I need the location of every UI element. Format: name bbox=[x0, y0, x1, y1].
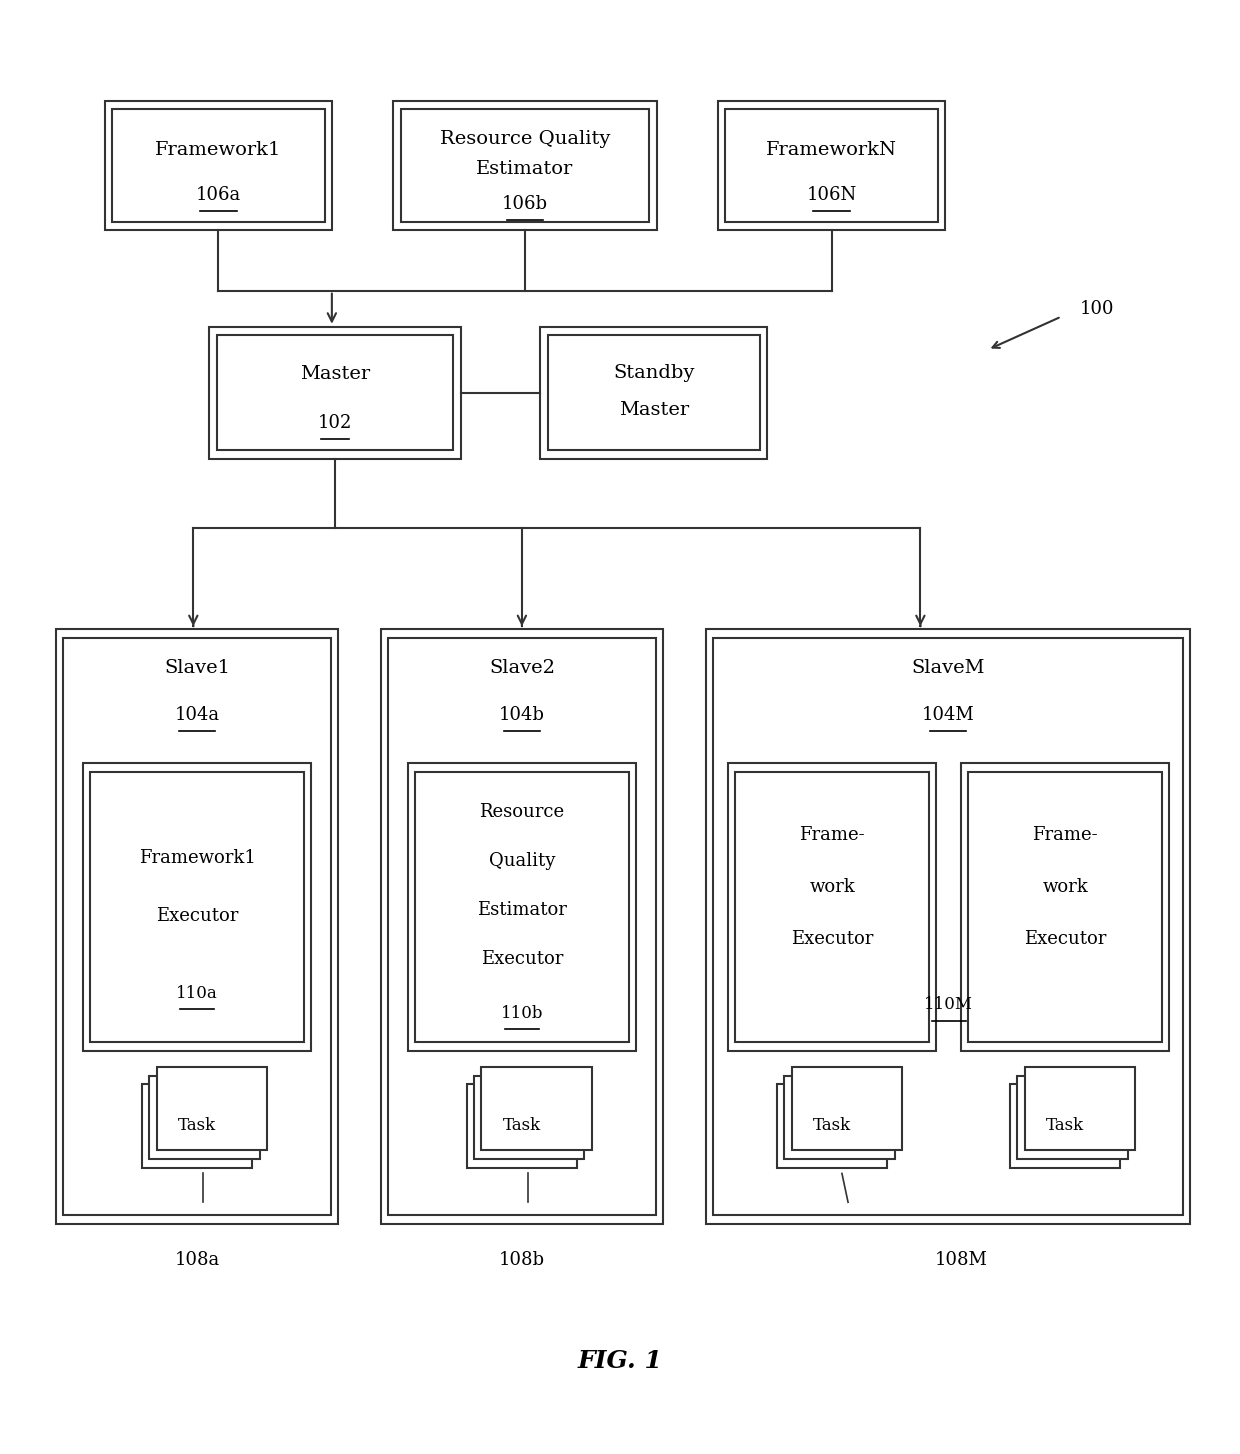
Text: SlaveM: SlaveM bbox=[911, 659, 985, 678]
Bar bbox=[713, 638, 1183, 1216]
Bar bbox=[56, 630, 339, 1224]
Text: 110M: 110M bbox=[924, 996, 973, 1013]
Text: Master: Master bbox=[300, 365, 370, 384]
Bar bbox=[83, 763, 311, 1051]
Bar bbox=[1009, 1085, 1120, 1168]
Bar bbox=[217, 336, 454, 451]
Bar bbox=[156, 1067, 267, 1150]
Bar bbox=[381, 630, 663, 1224]
Bar bbox=[63, 638, 331, 1216]
Bar bbox=[968, 772, 1162, 1043]
Bar bbox=[961, 763, 1169, 1051]
Bar bbox=[725, 109, 937, 221]
Text: work: work bbox=[1042, 878, 1087, 896]
Text: Resource Quality: Resource Quality bbox=[440, 131, 610, 148]
Text: 108M: 108M bbox=[935, 1250, 987, 1269]
Text: Framework1: Framework1 bbox=[155, 141, 281, 158]
Bar bbox=[1017, 1076, 1127, 1159]
Bar bbox=[113, 109, 325, 221]
Text: 106N: 106N bbox=[806, 186, 857, 204]
Bar bbox=[706, 630, 1190, 1224]
Bar bbox=[105, 100, 332, 230]
Text: Framework1: Framework1 bbox=[139, 849, 255, 867]
Bar bbox=[415, 772, 629, 1043]
Bar bbox=[210, 327, 460, 459]
Bar bbox=[388, 638, 656, 1216]
Text: FIG. 1: FIG. 1 bbox=[578, 1349, 662, 1373]
Text: 106b: 106b bbox=[502, 195, 548, 214]
Text: Quality: Quality bbox=[489, 852, 556, 869]
Text: 106a: 106a bbox=[196, 186, 241, 204]
Bar bbox=[141, 1085, 252, 1168]
Text: 108a: 108a bbox=[175, 1250, 219, 1269]
Text: 102: 102 bbox=[317, 414, 352, 432]
Bar bbox=[718, 100, 945, 230]
Text: Standby: Standby bbox=[613, 364, 694, 382]
Text: 100: 100 bbox=[1080, 301, 1115, 318]
Bar bbox=[408, 763, 636, 1051]
Text: Estimator: Estimator bbox=[477, 901, 567, 919]
Bar bbox=[548, 336, 760, 451]
Text: Task: Task bbox=[503, 1118, 541, 1134]
Text: Task: Task bbox=[1047, 1118, 1084, 1134]
Text: 104b: 104b bbox=[498, 707, 544, 724]
Text: Slave2: Slave2 bbox=[489, 659, 556, 678]
Text: Task: Task bbox=[813, 1118, 851, 1134]
Bar bbox=[481, 1067, 591, 1150]
Text: Executor: Executor bbox=[791, 929, 873, 948]
Text: Executor: Executor bbox=[156, 907, 238, 925]
Text: Master: Master bbox=[619, 401, 688, 419]
Bar bbox=[735, 772, 929, 1043]
Bar bbox=[149, 1076, 259, 1159]
Text: Frame-: Frame- bbox=[800, 826, 866, 843]
Bar bbox=[791, 1067, 901, 1150]
Text: work: work bbox=[810, 878, 856, 896]
Text: 110b: 110b bbox=[501, 1005, 543, 1022]
Text: Executor: Executor bbox=[1024, 929, 1106, 948]
Bar bbox=[1024, 1067, 1135, 1150]
Bar bbox=[466, 1085, 577, 1168]
Text: 110a: 110a bbox=[176, 984, 218, 1002]
Text: FrameworkN: FrameworkN bbox=[766, 141, 897, 158]
Bar bbox=[474, 1076, 584, 1159]
Bar bbox=[393, 100, 657, 230]
Text: 108b: 108b bbox=[498, 1250, 544, 1269]
Bar bbox=[541, 327, 768, 459]
Text: Slave1: Slave1 bbox=[164, 659, 229, 678]
Text: Estimator: Estimator bbox=[476, 160, 574, 179]
Text: Task: Task bbox=[177, 1118, 216, 1134]
Text: Resource: Resource bbox=[480, 803, 564, 822]
Text: 104a: 104a bbox=[175, 707, 219, 724]
Text: 104M: 104M bbox=[921, 707, 975, 724]
Bar bbox=[777, 1085, 888, 1168]
Bar bbox=[784, 1076, 894, 1159]
Text: Executor: Executor bbox=[481, 949, 563, 968]
Bar bbox=[728, 763, 936, 1051]
Text: Frame-: Frame- bbox=[1032, 826, 1097, 843]
Bar bbox=[91, 772, 304, 1043]
Bar bbox=[401, 109, 650, 221]
